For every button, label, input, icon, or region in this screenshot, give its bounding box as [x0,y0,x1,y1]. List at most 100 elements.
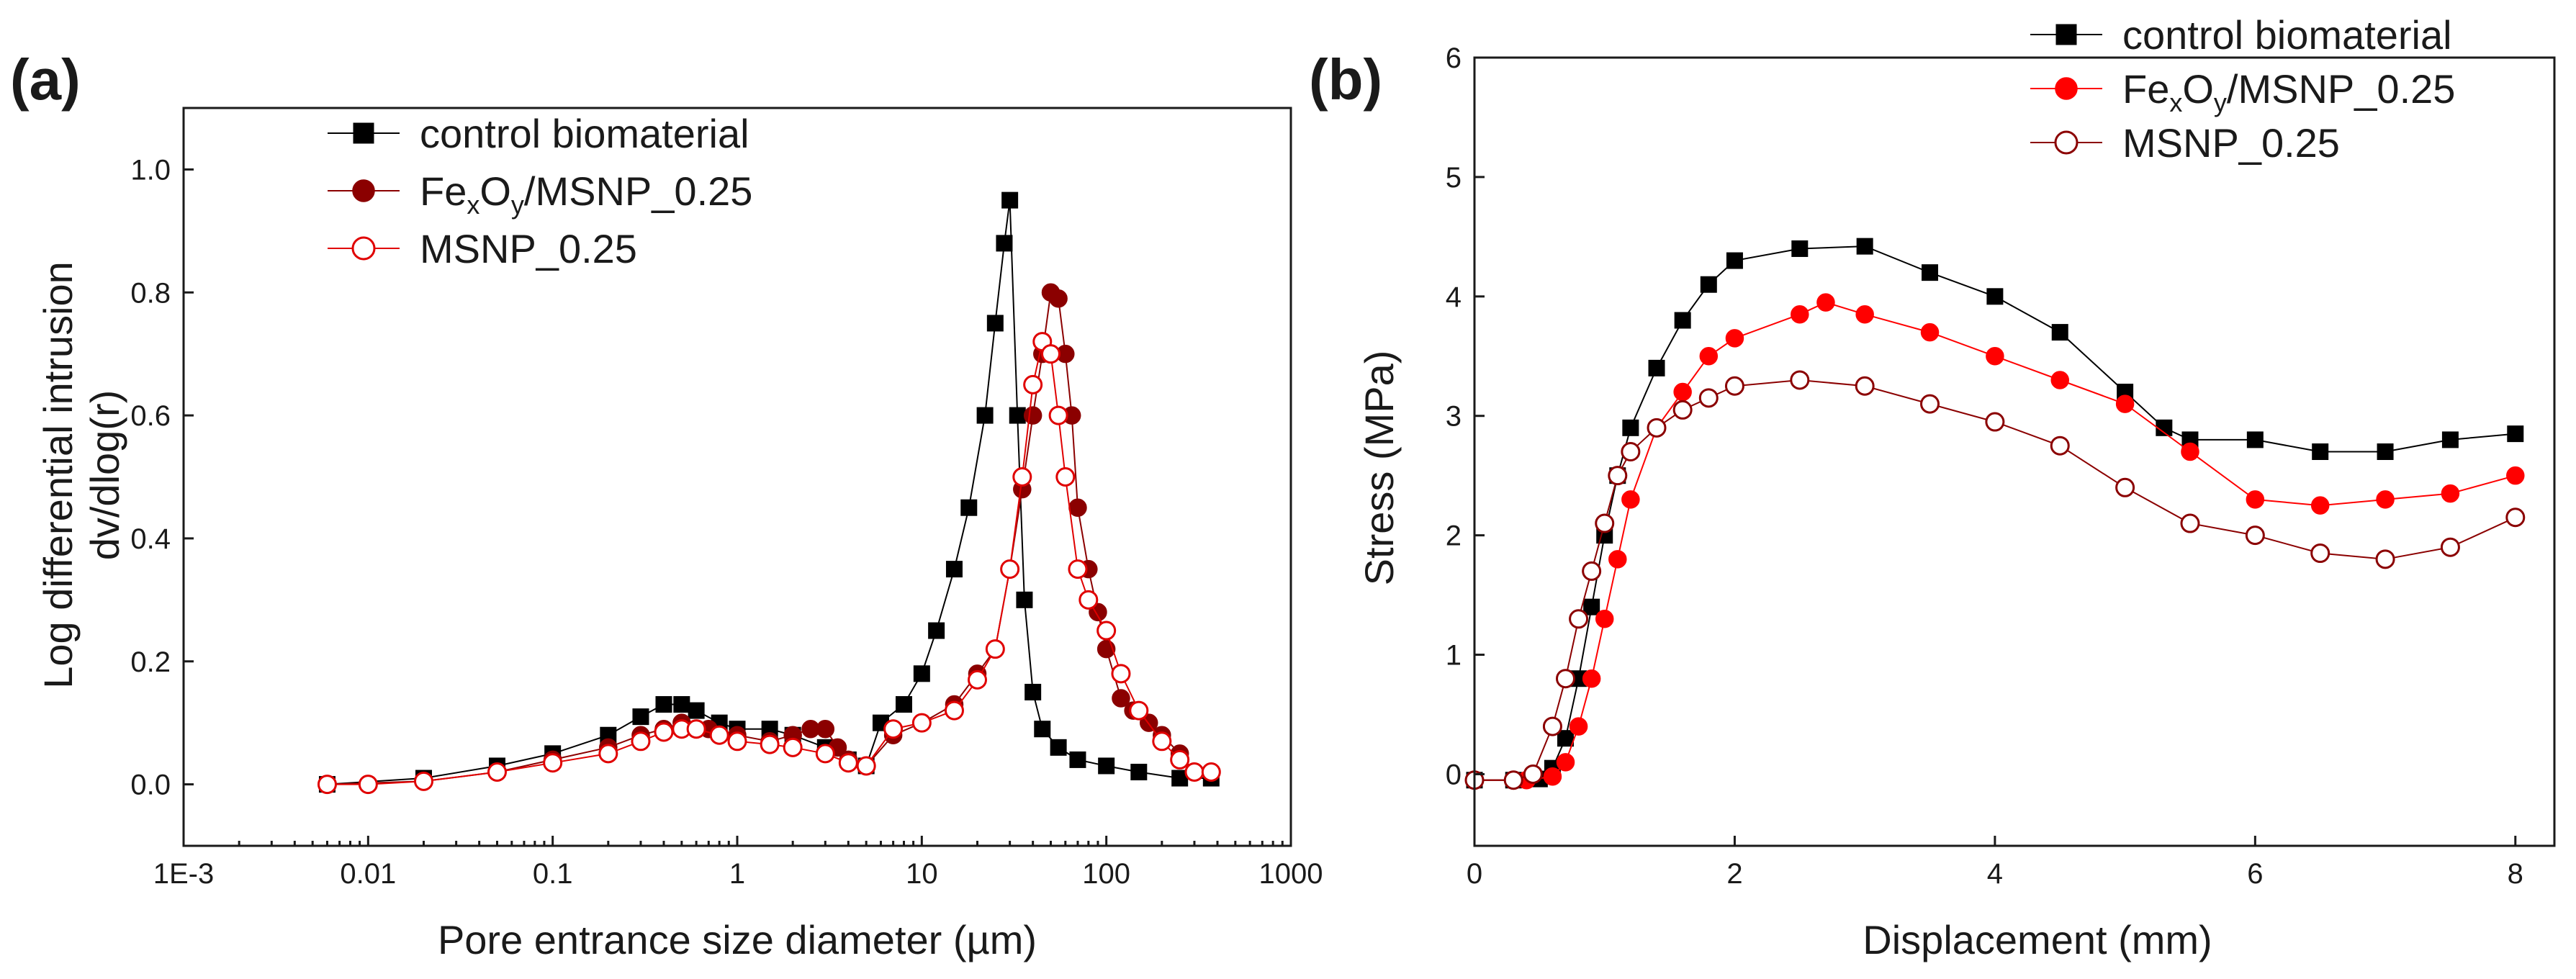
panel-a-fexoy-msnp-0-25-point-13 [816,719,835,739]
panel-a-control-biomaterial-point-31 [1069,751,1086,768]
panel-b-msnp-0-25-point-25 [2505,507,2526,528]
panel-b-y-tick-label: 1 [1446,640,1462,672]
panel-a-msnp-0-25-point-34 [1152,731,1172,752]
panel-b-x-tick-label: 0 [1467,858,1482,890]
panel-a-msnp-0-25-point-2 [413,771,433,791]
panel-b-fexoy-msnp-0-25-point-19 [2115,394,2135,413]
panel-b-series-layer [1464,238,2526,790]
panel-b-control-biomaterial-point-16 [1922,264,1939,281]
panel-b-fexoy-msnp-0-25-point-21 [2246,490,2265,509]
panel-a-legend-control-biomaterial-point-marker [353,122,374,144]
panel-a-x-tick-label: 0.01 [340,858,396,890]
panel-b-fexoy-msnp-0-25-point-4 [1569,717,1588,736]
panel-a-x-tick-label: 1000 [1259,858,1323,890]
panel-b-msnp-0-25-point-13 [1724,376,1744,396]
panel-b-legend-msnp-0-25-point-marker [2054,130,2079,155]
panel-b-fexoy-msnp-0-25-point-7 [1608,550,1627,569]
panel-a-msnp-0-25-point-31 [1096,621,1117,641]
panel-a-y-tick-label: 0.8 [130,277,171,309]
panel-b-fexoy-msnp-0-25-point-25 [2506,466,2525,485]
panel-a-control-biomaterial-point-6 [655,696,672,713]
panel-a-msnp-0-25-point-10 [709,725,729,745]
panel-a-control-biomaterial-point-24 [996,235,1013,252]
panel-b-label: (b) [1309,48,1382,112]
panel-a-y-tick-label: 0.4 [130,523,171,555]
panel-a-y-tick-label: 1.0 [130,154,171,186]
panel-a-x-axis-title: Pore entrance size diameter (µm) [438,917,1037,962]
panel-a-control-biomaterial-point-21 [960,499,978,516]
panel-a-x-tick-label: 1 [729,858,745,890]
panel-b-fexoy-msnp-0-25-point-2 [1543,767,1562,786]
panel-b-y-tick-label: 4 [1446,281,1462,313]
panel-b-control-biomaterial-point-20 [2156,419,2173,436]
panel-b-msnp-0-25-point-3 [1542,716,1562,736]
panel-b-msnp-0-25-point-4 [1556,669,1576,689]
panel-a-legend-fexoy-msnp-0-25: FexOy/MSNP_0.25 [328,168,752,220]
panel-a-fexoy-msnp-0-25-point-34 [1112,689,1130,708]
panel-b-fexoy-msnp-0-25-point-6 [1595,610,1614,628]
panel-b-y-tick-label: 2 [1446,520,1462,552]
panel-b-control-biomaterial-point-10 [1648,359,1665,376]
panel-a-fexoy-msnp-0-25-point-27 [1049,289,1068,308]
panel-b-control-biomaterial-point-25 [2441,431,2459,448]
panel-b-fexoy-msnp-0-25-point-3 [1556,753,1575,772]
panel-a-msnp-0-25-point-16 [856,756,876,776]
panel-a-msnp-0-25-point-24 [1023,374,1043,394]
panel-b-fexoy-msnp-0-25-series [1465,293,2525,790]
panel-b-control-biomaterial-point-23 [2312,443,2329,460]
panel-b-msnp-0-25-point-7 [1595,513,1615,533]
panel-a-series-layer [317,191,1221,795]
panel-b-control-biomaterial-point-4 [1557,730,1575,747]
panel-a-msnp-0-25-point-27 [1048,405,1068,425]
panel-b-x-tick-label: 4 [1987,858,2003,890]
panel-a-msnp-0-25-point-18 [911,713,932,733]
panel-a-msnp-0-25-point-13 [783,737,803,757]
panel-b-msnp-0-25-point-15 [1855,376,1875,396]
panel-b-x-tick-label: 6 [2247,858,2263,890]
panel-a-fexoy-msnp-0-25-line [327,291,1212,785]
panel-b-legend-msnp-0-25-label: MSNP_0.25 [2122,120,2340,166]
panel-b-msnp-0-25-point-24 [2440,537,2460,557]
panel-b-y-tick-label: 5 [1446,162,1462,194]
panel-b-y-tick-label: 0 [1446,759,1462,790]
panel-b-msnp-0-25-point-22 [2310,543,2330,564]
panel-a-msnp-0-25-point-30 [1078,590,1099,610]
panel-a-y-tick-label: 0.6 [130,400,171,432]
panel-a-x-tick-label: 0.1 [533,858,573,890]
panel-a-msnp-0-25-point-19 [944,700,964,721]
panel-a-control-biomaterial-point-20 [945,561,963,578]
panel-a-label: (a) [10,48,81,112]
panel-b-control-biomaterial-point-14 [1791,240,1809,257]
panel-b-msnp-0-25-point-16 [1920,394,1940,414]
panel-a-msnp-0-25-point-12 [760,734,780,754]
panel-b-control-biomaterial-point-18 [2051,324,2068,341]
panel-a-msnp-0-25-point-26 [1041,344,1061,364]
panel-a-legend-control-biomaterial-label: control biomaterial [420,111,749,156]
panel-b-fexoy-msnp-0-25-point-5 [1582,669,1601,688]
panel-a-control-biomaterial-point-26 [1009,407,1026,424]
panel-b-legend-control-biomaterial: control biomaterial [2030,12,2452,58]
panel-b-msnp-0-25-point-20 [2180,513,2200,533]
panel-b-fexoy-msnp-0-25-point-24 [2441,484,2460,503]
panel-b-msnp-0-25-point-10 [1647,418,1667,438]
panel-a-legend-msnp-0-25-point-marker [351,236,376,261]
panel-b-fexoy-msnp-0-25-point-18 [2050,371,2070,389]
panel-a-y-axis-title-line2: dv/dlog(r) [82,390,127,561]
panel-a-msnp-0-25-point-36 [1184,762,1204,782]
panel-a-control-biomaterial-line [327,199,1212,785]
panel-b-x-tick-label: 2 [1726,858,1742,890]
panel-b-control-biomaterial-point-15 [1856,238,1873,255]
panel-b-legend-msnp-0-25: MSNP_0.25 [2030,120,2340,166]
panel-a-control-biomaterial-point-28 [1024,683,1042,700]
panel-a-y-tick-label: 0.2 [130,646,171,678]
panel-a-legend-fexoy-msnp-0-25-label: FexOy/MSNP_0.25 [420,168,752,220]
panel-b-msnp-0-25-point-5 [1569,609,1589,629]
panel-a-msnp-0-25-point-35 [1170,749,1190,770]
panel-b-msnp-0-25-line [1474,379,2516,781]
panel-b-ticks: 0 2 4 6 8 0 1 2 3 4 5 6 [1446,42,2523,890]
panel-b-fexoy-msnp-0-25-point-17 [1986,347,2004,366]
panel-b-fexoy-msnp-0-25-point-13 [1791,304,1809,324]
panel-b-control-biomaterial-point-6 [1583,598,1600,615]
panel-b-legend-control-biomaterial-label: control biomaterial [2122,12,2452,58]
